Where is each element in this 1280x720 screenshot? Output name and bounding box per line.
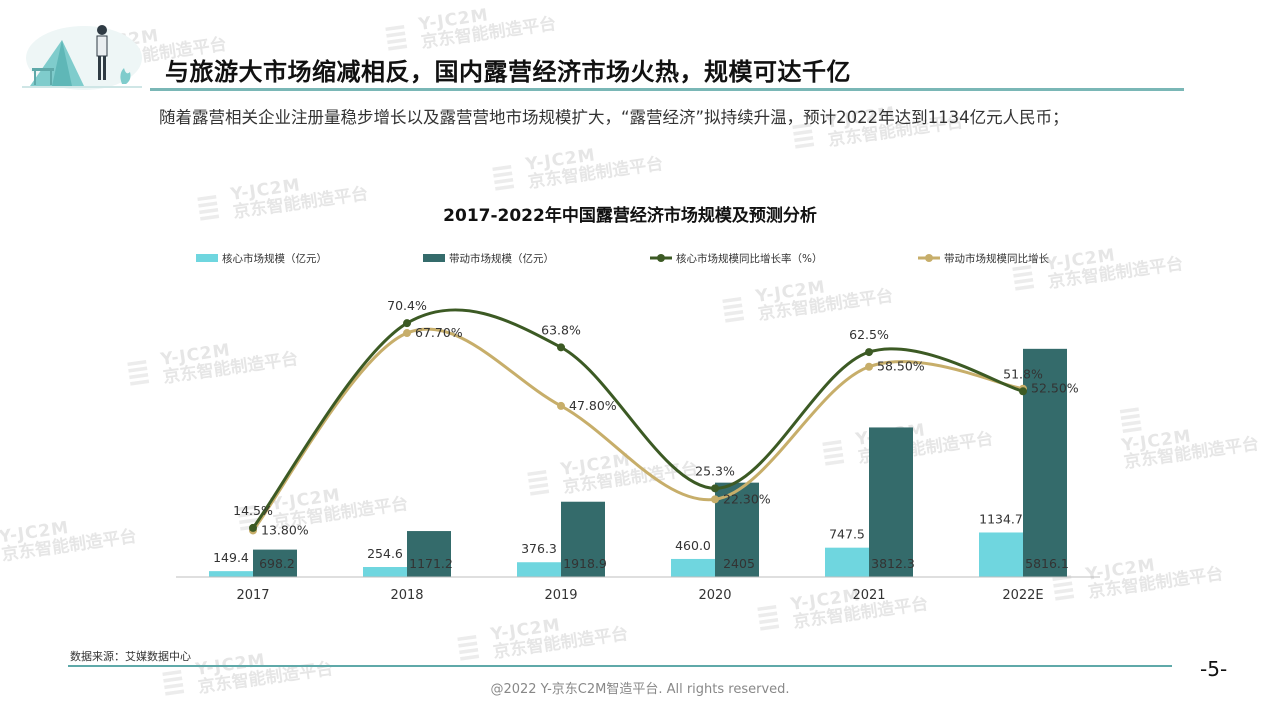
data-label: 376.3 — [521, 541, 557, 556]
legend-swatch — [196, 254, 218, 262]
bar — [363, 567, 407, 577]
legend-label: 带动市场规模同比增长 — [944, 252, 1049, 265]
chart-labels: 149.4 698.2 254.6 1171.2 376.3 1918.9 460.0 240… — [213, 298, 1079, 571]
copyright-text: @2022 Y-京东C2M智造平台. All rights reserved. — [490, 682, 790, 697]
x-tick-label: 2018 — [390, 588, 423, 603]
bar — [825, 547, 869, 577]
bar — [1023, 348, 1067, 577]
x-tick-label: 2021 — [852, 588, 885, 603]
chart-x-axis: 2017 2018 2019 2020 2021 2022E — [176, 576, 1100, 603]
data-label: 254.6 — [367, 546, 403, 561]
bar — [561, 501, 605, 577]
bar — [979, 532, 1023, 577]
x-tick-label: 2020 — [698, 588, 731, 603]
title-underline — [150, 88, 1184, 91]
data-label: 47.80% — [569, 398, 617, 413]
data-label: 51.8% — [1003, 366, 1043, 381]
data-label: 747.5 — [829, 527, 865, 542]
legend-label: 核心市场规模（亿元） — [222, 252, 327, 265]
data-label: 1918.9 — [563, 556, 607, 571]
camping-illustration-icon — [22, 25, 142, 90]
chart-bars — [209, 348, 1067, 577]
line-point — [403, 329, 411, 338]
data-label: 67.70% — [415, 325, 463, 340]
bar — [407, 531, 451, 577]
bar — [517, 562, 561, 577]
series-line — [251, 308, 1024, 529]
legend-label: 带动市场规模（亿元） — [449, 252, 554, 265]
data-label: 22.30% — [723, 491, 771, 506]
chart-lines — [249, 308, 1027, 535]
data-label: 62.5% — [849, 327, 889, 342]
data-label: 14.5% — [233, 503, 273, 518]
line-point — [557, 401, 565, 410]
page-title: 与旅游大市场缩减相反，国内露营经济市场火热，规模可达千亿 — [165, 58, 851, 86]
line-point — [865, 348, 873, 357]
data-label: 460.0 — [675, 538, 711, 553]
bar — [209, 571, 253, 577]
data-label: 2405 — [723, 556, 755, 571]
data-source: 数据来源：艾媒数据中心 — [70, 650, 191, 663]
line-point — [249, 523, 257, 532]
data-label: 52.50% — [1031, 381, 1079, 396]
data-label: 63.8% — [541, 322, 581, 337]
page-number: -5- — [1200, 657, 1228, 681]
chart-title: 2017-2022年中国露营经济市场规模及预测分析 — [443, 206, 817, 226]
line-point — [711, 495, 719, 504]
bar — [869, 427, 913, 577]
chart-legend: 核心市场规模（亿元） 带动市场规模（亿元） 核心市场规模同比增长率（%） 带动市场规模… — [196, 252, 1049, 265]
legend-label: 核心市场规模同比增长率（%） — [676, 252, 822, 265]
x-tick-label: 2022E — [1002, 588, 1043, 603]
x-tick-label: 2017 — [236, 588, 269, 603]
line-point — [865, 362, 873, 371]
data-label: 5816.1 — [1025, 556, 1069, 571]
legend-swatch-dot — [657, 254, 665, 262]
data-label: 58.50% — [877, 359, 925, 374]
bar — [671, 558, 715, 577]
data-label: 1171.2 — [409, 556, 453, 571]
data-label: 698.2 — [259, 556, 295, 571]
data-label: 149.4 — [213, 550, 249, 565]
legend-swatch — [423, 254, 445, 262]
line-point — [711, 484, 719, 493]
line-point — [403, 319, 411, 328]
data-label: 25.3% — [695, 463, 735, 478]
data-label: 70.4% — [387, 298, 427, 313]
legend-swatch-dot — [925, 254, 933, 262]
line-point — [1019, 387, 1027, 396]
data-label: 1134.7 — [979, 511, 1023, 526]
data-label: 13.80% — [261, 522, 309, 537]
data-label: 3812.3 — [871, 556, 915, 571]
line-point — [557, 343, 565, 352]
footer-divider — [68, 665, 1172, 667]
bar — [253, 549, 297, 577]
x-tick-label: 2019 — [544, 588, 577, 603]
intro-paragraph: 随着露营相关企业注册量稳步增长以及露营营地市场规模扩大，“露营经济”拟持续升温，… — [159, 108, 1069, 127]
